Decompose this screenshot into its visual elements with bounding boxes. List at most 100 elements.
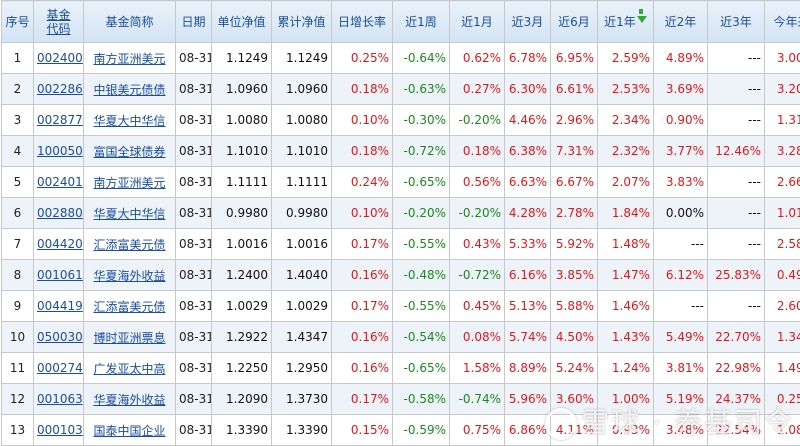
fund-code-link[interactable]: 050030 [37,330,83,344]
fund-name-link[interactable]: 中银美元债债 [93,83,165,97]
fund-name-link[interactable]: 华夏大中华信 [93,207,165,221]
fund-code-link[interactable]: 002877 [37,113,83,127]
fund-code-link-cell[interactable]: 002880 [34,198,84,229]
fund-code-link[interactable]: 002400 [37,51,83,65]
header-code-label[interactable]: 基金 代码 [46,8,70,36]
return-6-month-cell: 4.11% [551,415,598,446]
header-3-month[interactable]: 近3月 [505,1,551,43]
fund-code-link-cell[interactable]: 000274 [34,353,84,384]
fund-name-link-cell[interactable]: 南方亚洲美元 [84,43,176,74]
fund-name-link-cell[interactable]: 汇添富美元债 [84,291,176,322]
daily-growth: 0.25% [351,51,389,65]
fund-code-link-cell[interactable]: 002401 [34,167,84,198]
fund-name-link-cell[interactable]: 广发亚太中高 [84,353,176,384]
fund-name-link[interactable]: 华夏海外收益 [93,269,165,283]
accumulated-nav: 1.0029 [286,299,328,313]
return-3-year: --- [748,51,761,65]
fund-code-link[interactable]: 001063 [37,392,83,406]
return-6-month: 2.96% [556,113,594,127]
daily-growth: 0.18% [351,82,389,96]
fund-name-link[interactable]: 南方亚洲美元 [93,176,165,190]
daily-growth-cell: 0.17% [332,229,393,260]
return-2-year-cell: 6.12% [654,260,708,291]
fund-name-link-cell[interactable]: 汇添富美元债 [84,229,176,260]
accumulated-nav-cell: 1.2950 [272,353,332,384]
fund-code-link[interactable]: 000103 [37,423,83,437]
fund-code-link-cell[interactable]: 000103 [34,415,84,446]
return-1-year-cell: 0.93% [598,415,654,446]
fund-name-link[interactable]: 博时亚洲票息 [93,331,165,345]
fund-code-link-cell[interactable]: 002877 [34,105,84,136]
fund-name-link[interactable]: 华夏大中华信 [93,114,165,128]
return-2-year-cell: 3.81% [654,353,708,384]
fund-name-link-cell[interactable]: 中银美元债债 [84,74,176,105]
header-ytd[interactable]: 今年来 [765,1,800,43]
fund-code-link-cell[interactable]: 004420 [34,229,84,260]
fund-code-link-cell[interactable]: 002286 [34,74,84,105]
unit-nav-cell: 1.2400 [212,260,272,291]
fund-name-link[interactable]: 华夏海外收益 [93,393,165,407]
fund-name-link-cell[interactable]: 华夏大中华信 [84,198,176,229]
row-index: 12 [10,392,25,406]
fund-code-link-cell[interactable]: 002400 [34,43,84,74]
header-date[interactable]: 日期 [176,1,212,43]
header-1-year[interactable]: 近1年 [598,1,654,43]
fund-code-link[interactable]: 001061 [37,268,83,282]
fund-code-link[interactable]: 002286 [37,82,83,96]
fund-code-link-cell[interactable]: 100050 [34,136,84,167]
nav-date: 08-31 [179,206,212,220]
fund-code-link[interactable]: 002401 [37,175,83,189]
return-2-year: --- [691,237,704,251]
return-1-week: -0.30% [404,113,446,127]
fund-code-link[interactable]: 004419 [37,299,83,313]
fund-code-link[interactable]: 004420 [37,237,83,251]
fund-name-link[interactable]: 国泰中国企业 [93,424,165,438]
fund-name-link[interactable]: 广发亚太中高 [93,362,165,376]
fund-code-link-cell[interactable]: 004419 [34,291,84,322]
header-6-month[interactable]: 近6月 [551,1,598,43]
fund-name-link-cell[interactable]: 南方亚洲美元 [84,167,176,198]
return-6-month-cell: 6.95% [551,43,598,74]
header-unit-nav[interactable]: 单位净值 [212,1,272,43]
return-ytd-cell: 1.49% [765,353,800,384]
header-1-year-label[interactable]: 近1年 [604,15,636,29]
fund-code-link-cell[interactable]: 050030 [34,322,84,353]
header-2-year[interactable]: 近2年 [654,1,708,43]
fund-name-link-cell[interactable]: 博时亚洲票息 [84,322,176,353]
header-1-month[interactable]: 近1月 [450,1,505,43]
return-3-year: 12.46% [715,144,761,158]
fund-code-link-cell[interactable]: 001061 [34,260,84,291]
fund-name-link[interactable]: 南方亚洲美元 [93,52,165,66]
header-1-week[interactable]: 近1周 [393,1,450,43]
fund-name-link[interactable]: 汇添富美元债 [93,238,165,252]
fund-code-link-cell[interactable]: 001063 [34,384,84,415]
fund-name-link[interactable]: 汇添富美元债 [93,300,165,314]
fund-name-link-cell[interactable]: 华夏大中华信 [84,105,176,136]
return-1-month-cell: 0.75% [450,415,505,446]
fund-name-link[interactable]: 富国全球债券 [93,145,165,159]
return-ytd-cell: 0.25% [765,384,800,415]
fund-code-link[interactable]: 000274 [37,361,83,375]
header-daily-growth[interactable]: 日增长率 [332,1,393,43]
return-1-year: 1.24% [612,361,650,375]
fund-name-link-cell[interactable]: 国泰中国企业 [84,415,176,446]
return-6-month: 6.95% [556,51,594,65]
return-6-month-cell: 7.31% [551,136,598,167]
return-1-year-cell: 2.59% [598,43,654,74]
fund-name-link-cell[interactable]: 富国全球债券 [84,136,176,167]
header-name[interactable]: 基金简称 [84,1,176,43]
sort-down-arrow-icon[interactable] [636,15,647,29]
header-acc-nav[interactable]: 累计净值 [272,1,332,43]
nav-date: 08-31 [179,330,212,344]
header-code[interactable]: 基金 代码 [34,1,84,43]
nav-date-cell: 08-31 [176,384,212,415]
fund-name-link-cell[interactable]: 华夏海外收益 [84,260,176,291]
fund-code-link[interactable]: 100050 [37,144,83,158]
fund-name-link-cell[interactable]: 华夏海外收益 [84,384,176,415]
fund-code-link[interactable]: 002880 [37,206,83,220]
accumulated-nav: 1.0016 [286,237,328,251]
header-3-year[interactable]: 近3年 [708,1,765,43]
